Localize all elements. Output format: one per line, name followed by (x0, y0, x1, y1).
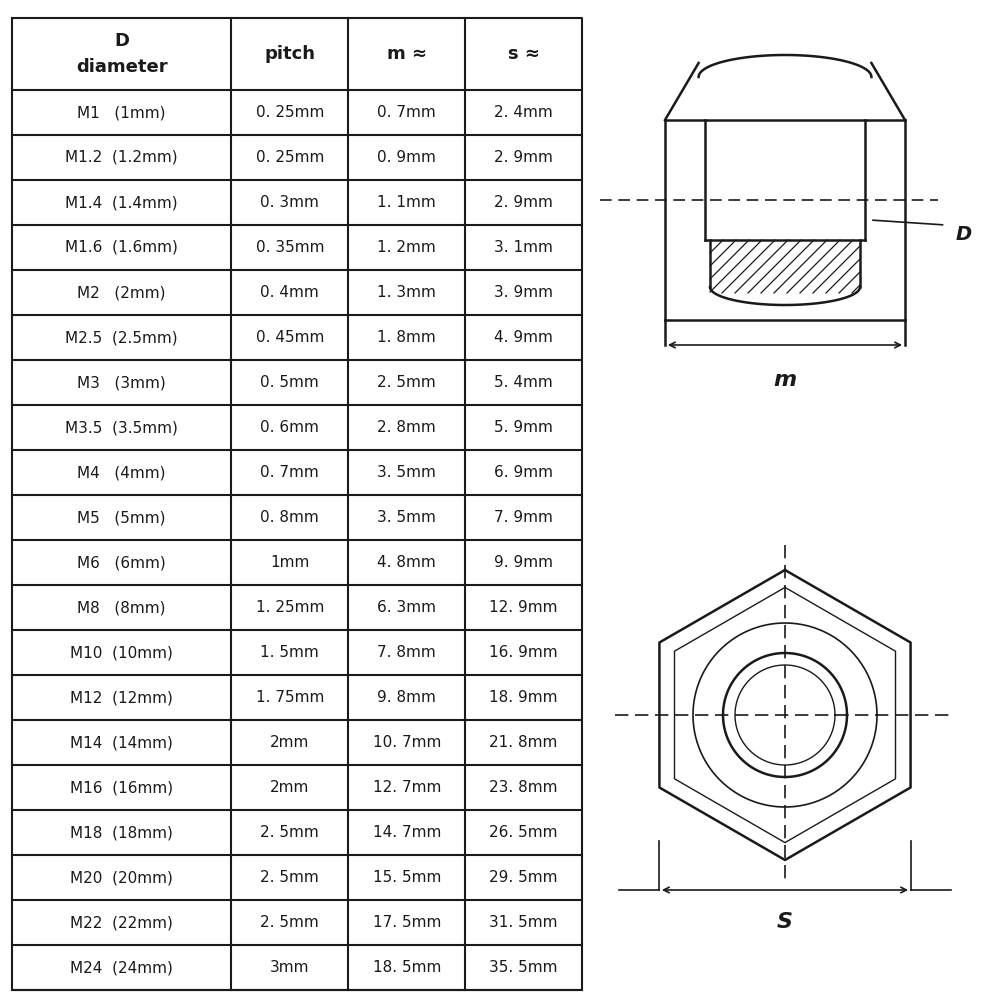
Text: 12. 9mm: 12. 9mm (489, 600, 558, 615)
Text: 9. 8mm: 9. 8mm (377, 690, 436, 705)
Text: 1. 5mm: 1. 5mm (260, 645, 319, 660)
Text: 2. 5mm: 2. 5mm (260, 870, 319, 885)
Text: 12. 7mm: 12. 7mm (373, 780, 441, 795)
Text: M1.4  (1.4mm): M1.4 (1.4mm) (65, 195, 178, 210)
Text: M22  (22mm): M22 (22mm) (70, 915, 173, 930)
Text: m: m (773, 370, 797, 390)
Text: 18. 5mm: 18. 5mm (373, 960, 441, 975)
Text: 0. 5mm: 0. 5mm (260, 375, 319, 390)
Text: M3   (3mm): M3 (3mm) (77, 375, 166, 390)
Text: M8   (8mm): M8 (8mm) (77, 600, 166, 615)
Text: 9. 9mm: 9. 9mm (494, 555, 553, 570)
Text: 5. 9mm: 5. 9mm (494, 420, 553, 435)
Text: 29. 5mm: 29. 5mm (489, 870, 558, 885)
Text: M24  (24mm): M24 (24mm) (70, 960, 173, 975)
Text: M5   (5mm): M5 (5mm) (77, 510, 166, 525)
Text: 3. 9mm: 3. 9mm (494, 285, 553, 300)
Text: 21. 8mm: 21. 8mm (489, 735, 558, 750)
Text: 2. 9mm: 2. 9mm (494, 195, 553, 210)
Text: 0. 45mm: 0. 45mm (256, 330, 324, 345)
Text: 1. 1mm: 1. 1mm (377, 195, 436, 210)
Text: M12  (12mm): M12 (12mm) (70, 690, 173, 705)
Text: D: D (956, 226, 972, 244)
Text: M20  (20mm): M20 (20mm) (70, 870, 173, 885)
Text: 0. 35mm: 0. 35mm (256, 240, 324, 255)
Text: 0. 25mm: 0. 25mm (256, 105, 324, 120)
Text: M1.2  (1.2mm): M1.2 (1.2mm) (65, 150, 178, 165)
Text: 1. 8mm: 1. 8mm (377, 330, 436, 345)
Text: 7. 8mm: 7. 8mm (377, 645, 436, 660)
Text: m ≈: m ≈ (387, 45, 427, 63)
Text: 3. 5mm: 3. 5mm (377, 465, 436, 480)
Text: 0. 3mm: 0. 3mm (260, 195, 319, 210)
Text: M16  (16mm): M16 (16mm) (70, 780, 173, 795)
Text: 4. 9mm: 4. 9mm (494, 330, 553, 345)
Text: 0. 9mm: 0. 9mm (377, 150, 436, 165)
Text: M4   (4mm): M4 (4mm) (77, 465, 166, 480)
Text: 0. 7mm: 0. 7mm (377, 105, 436, 120)
Text: 2mm: 2mm (270, 780, 310, 795)
Text: 18. 9mm: 18. 9mm (489, 690, 558, 705)
Text: 3. 5mm: 3. 5mm (377, 510, 436, 525)
Text: pitch: pitch (264, 45, 315, 63)
Text: 16. 9mm: 16. 9mm (489, 645, 558, 660)
Text: 0. 7mm: 0. 7mm (260, 465, 319, 480)
Text: 2. 5mm: 2. 5mm (260, 825, 319, 840)
Text: 26. 5mm: 26. 5mm (489, 825, 558, 840)
Text: M1   (1mm): M1 (1mm) (77, 105, 166, 120)
Text: 1. 2mm: 1. 2mm (377, 240, 436, 255)
Text: 0. 6mm: 0. 6mm (260, 420, 319, 435)
Text: 17. 5mm: 17. 5mm (373, 915, 441, 930)
Text: 2. 5mm: 2. 5mm (377, 375, 436, 390)
Text: 1. 3mm: 1. 3mm (377, 285, 436, 300)
Text: 2mm: 2mm (270, 735, 310, 750)
Text: M14  (14mm): M14 (14mm) (70, 735, 173, 750)
Text: 1. 25mm: 1. 25mm (256, 600, 324, 615)
Text: 35. 5mm: 35. 5mm (489, 960, 558, 975)
Text: 6. 3mm: 6. 3mm (377, 600, 436, 615)
Text: M3.5  (3.5mm): M3.5 (3.5mm) (65, 420, 178, 435)
Text: M18  (18mm): M18 (18mm) (70, 825, 173, 840)
Text: 0. 25mm: 0. 25mm (256, 150, 324, 165)
Text: 4. 8mm: 4. 8mm (377, 555, 436, 570)
Text: 2. 5mm: 2. 5mm (260, 915, 319, 930)
Text: 15. 5mm: 15. 5mm (373, 870, 441, 885)
Text: 1. 75mm: 1. 75mm (256, 690, 324, 705)
Text: M6   (6mm): M6 (6mm) (77, 555, 166, 570)
Text: 2. 9mm: 2. 9mm (494, 150, 553, 165)
Text: S: S (777, 912, 793, 932)
Text: M1.6  (1.6mm): M1.6 (1.6mm) (65, 240, 178, 255)
Text: 31. 5mm: 31. 5mm (489, 915, 558, 930)
Text: 23. 8mm: 23. 8mm (489, 780, 558, 795)
Text: 0. 8mm: 0. 8mm (260, 510, 319, 525)
Text: 2. 4mm: 2. 4mm (494, 105, 553, 120)
Text: 10. 7mm: 10. 7mm (373, 735, 441, 750)
Text: 14. 7mm: 14. 7mm (373, 825, 441, 840)
Text: s ≈: s ≈ (508, 45, 540, 63)
Text: 3. 1mm: 3. 1mm (494, 240, 553, 255)
Text: 1mm: 1mm (270, 555, 310, 570)
Text: 7. 9mm: 7. 9mm (494, 510, 553, 525)
Text: 6. 9mm: 6. 9mm (494, 465, 553, 480)
Text: 2. 8mm: 2. 8mm (377, 420, 436, 435)
Text: M2   (2mm): M2 (2mm) (77, 285, 166, 300)
Text: 5. 4mm: 5. 4mm (494, 375, 553, 390)
Text: 0. 4mm: 0. 4mm (260, 285, 319, 300)
Text: M2.5  (2.5mm): M2.5 (2.5mm) (65, 330, 178, 345)
Text: 3mm: 3mm (270, 960, 310, 975)
Text: D
diameter: D diameter (76, 32, 168, 76)
Text: M10  (10mm): M10 (10mm) (70, 645, 173, 660)
